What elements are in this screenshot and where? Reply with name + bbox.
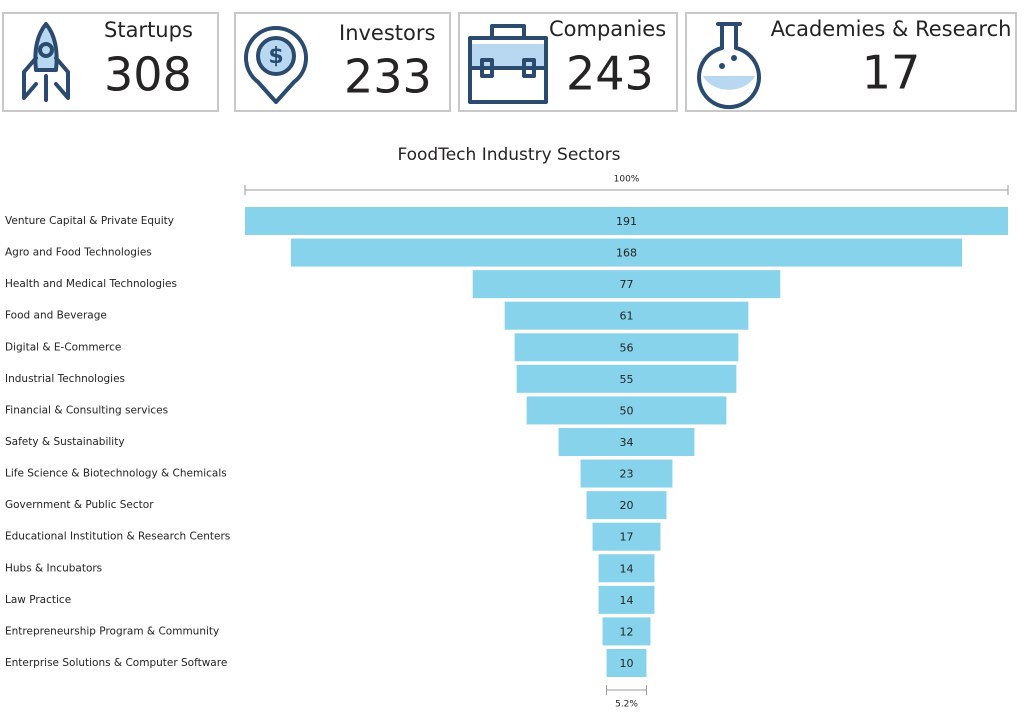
funnel-bar — [602, 617, 651, 646]
value-label: 10 — [620, 657, 634, 670]
funnel-bar — [586, 491, 667, 520]
category-label: Venture Capital & Private Equity — [5, 215, 174, 227]
chart-title: FoodTech Industry Sectors — [397, 145, 620, 165]
funnel-bar — [516, 364, 737, 393]
funnel-bar — [580, 459, 673, 488]
rocket-icon — [22, 22, 70, 102]
value-label: 50 — [620, 404, 634, 417]
category-label: Law Practice — [5, 594, 71, 606]
card-frame — [458, 12, 678, 112]
card-frame — [685, 12, 1017, 112]
value-label: 17 — [620, 531, 634, 544]
category-label: Safety & Sustainability — [5, 436, 125, 448]
card-value: 243 — [566, 47, 654, 101]
funnel-bar — [598, 554, 655, 583]
flask-icon — [697, 22, 761, 110]
category-label: Life Science & Biotechnology & Chemicals — [5, 468, 227, 480]
card: Startups 308 — [2, 12, 219, 112]
funnel-bar — [472, 270, 781, 299]
value-label: 77 — [620, 278, 634, 291]
briefcase-icon — [468, 24, 548, 104]
funnel-bar — [290, 238, 963, 267]
width-bracket — [606, 685, 647, 695]
category-label: Food and Beverage — [5, 310, 107, 322]
card: $ Investors 233 — [234, 12, 451, 112]
percent-label: 100% — [614, 175, 640, 185]
category-label: Health and Medical Technologies — [5, 278, 177, 290]
percent-label: 5.2% — [615, 700, 638, 710]
value-label: 168 — [616, 247, 637, 260]
funnel-bar — [514, 333, 739, 362]
value-label: 34 — [620, 436, 634, 449]
card-label: Startups — [104, 18, 193, 42]
card-value: 233 — [344, 50, 432, 104]
funnel-bar — [592, 522, 661, 551]
card-label: Investors — [339, 21, 435, 45]
width-bracket — [244, 185, 1009, 195]
card-label: Companies — [549, 17, 666, 41]
category-label: Entrepreneurship Program & Community — [5, 625, 219, 637]
value-label: 20 — [620, 499, 634, 512]
funnel-chart: FoodTech Industry Sectors Venture Capita… — [5, 145, 1009, 710]
value-label: 12 — [620, 625, 634, 638]
card-value: 308 — [104, 48, 192, 102]
category-label: Government & Public Sector — [5, 499, 154, 511]
coin-icon: $ — [244, 26, 308, 104]
funnel-bar — [245, 207, 1008, 235]
funnel-bar — [558, 427, 695, 456]
category-label: Industrial Technologies — [5, 373, 125, 385]
value-label: 14 — [620, 594, 634, 607]
value-label: 55 — [620, 373, 634, 386]
card-value: 17 — [862, 46, 921, 100]
value-label: 23 — [620, 468, 634, 481]
category-label: Educational Institution & Research Cente… — [5, 531, 230, 543]
category-label: Hubs & Incubators — [5, 562, 102, 574]
card-label: Academies & Research — [771, 17, 1012, 41]
funnel-bar — [526, 396, 727, 425]
funnel-bar — [606, 648, 647, 677]
category-label: Enterprise Solutions & Computer Software — [5, 657, 227, 669]
funnel-bar — [504, 301, 749, 330]
category-label: Financial & Consulting services — [5, 404, 168, 416]
category-label: Agro and Food Technologies — [5, 247, 152, 259]
card: Academies & Research 17 — [685, 12, 1017, 112]
funnel-bar — [598, 585, 655, 614]
svg-text:$: $ — [268, 44, 283, 69]
value-label: 14 — [620, 562, 634, 575]
value-label: 56 — [620, 341, 634, 354]
value-label: 61 — [620, 310, 634, 323]
value-label: 191 — [616, 215, 637, 228]
card: Companies 243 — [458, 12, 678, 112]
category-label: Digital & E-Commerce — [5, 341, 121, 353]
